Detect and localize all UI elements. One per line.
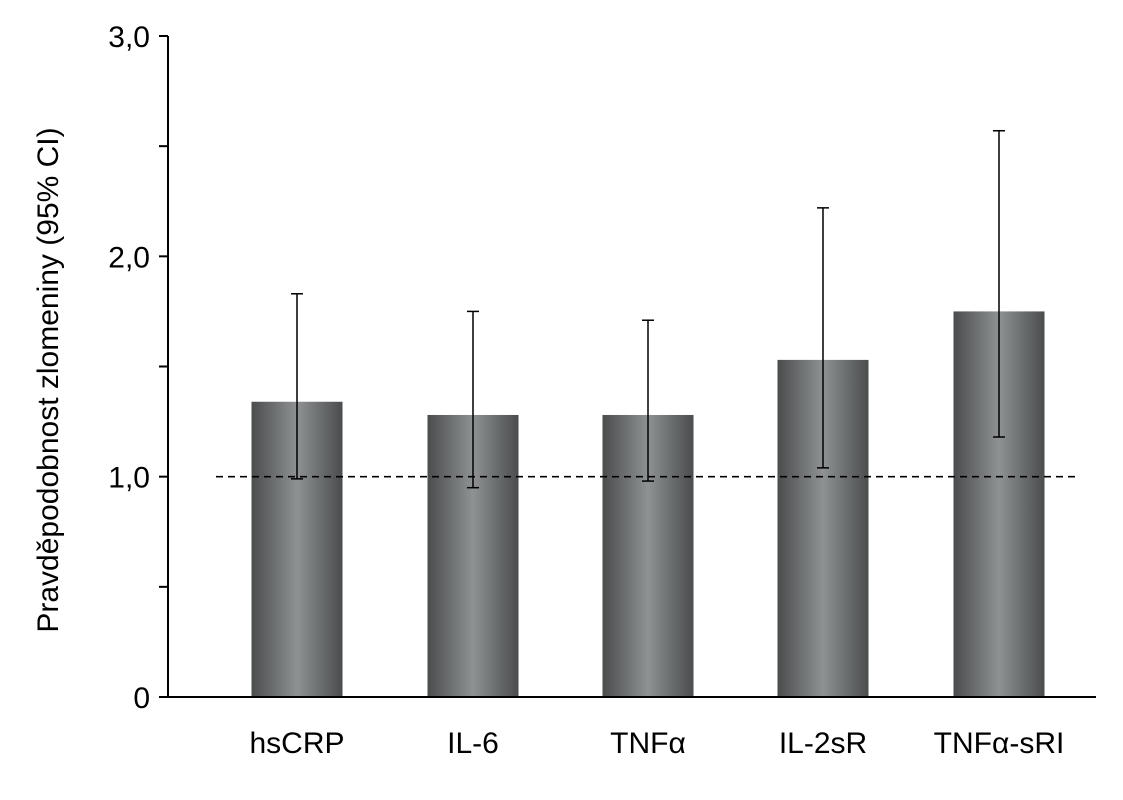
error-bar [817,207,829,469]
error-bar [993,129,1005,438]
y-tick-label: 3,0 [108,21,150,54]
x-tick-label: IL-2sR [779,727,867,760]
x-tick-label: TNFα [610,727,686,760]
error-bar [467,310,479,489]
error-bar [642,319,654,482]
y-axis-title: Pravděpodobnost zlomeniny (95% CI) [32,127,65,632]
y-tick-label: 0 [133,682,150,715]
labels-layer: 0 1,0 2,0 3,0 hsCRP IL-6 TNFα IL-2sR TNFα-sRI [108,21,1064,760]
y-tick-label: 2,0 [108,241,150,274]
x-tick-label: TNFα-sRI [934,727,1065,760]
y-tick-label: 1,0 [108,462,150,495]
x-tick-label: hsCRP [249,727,344,760]
x-tick-label: IL-6 [447,727,499,760]
error-bars-layer [291,129,1005,489]
axes-layer [159,35,1096,698]
error-bar [291,293,303,480]
